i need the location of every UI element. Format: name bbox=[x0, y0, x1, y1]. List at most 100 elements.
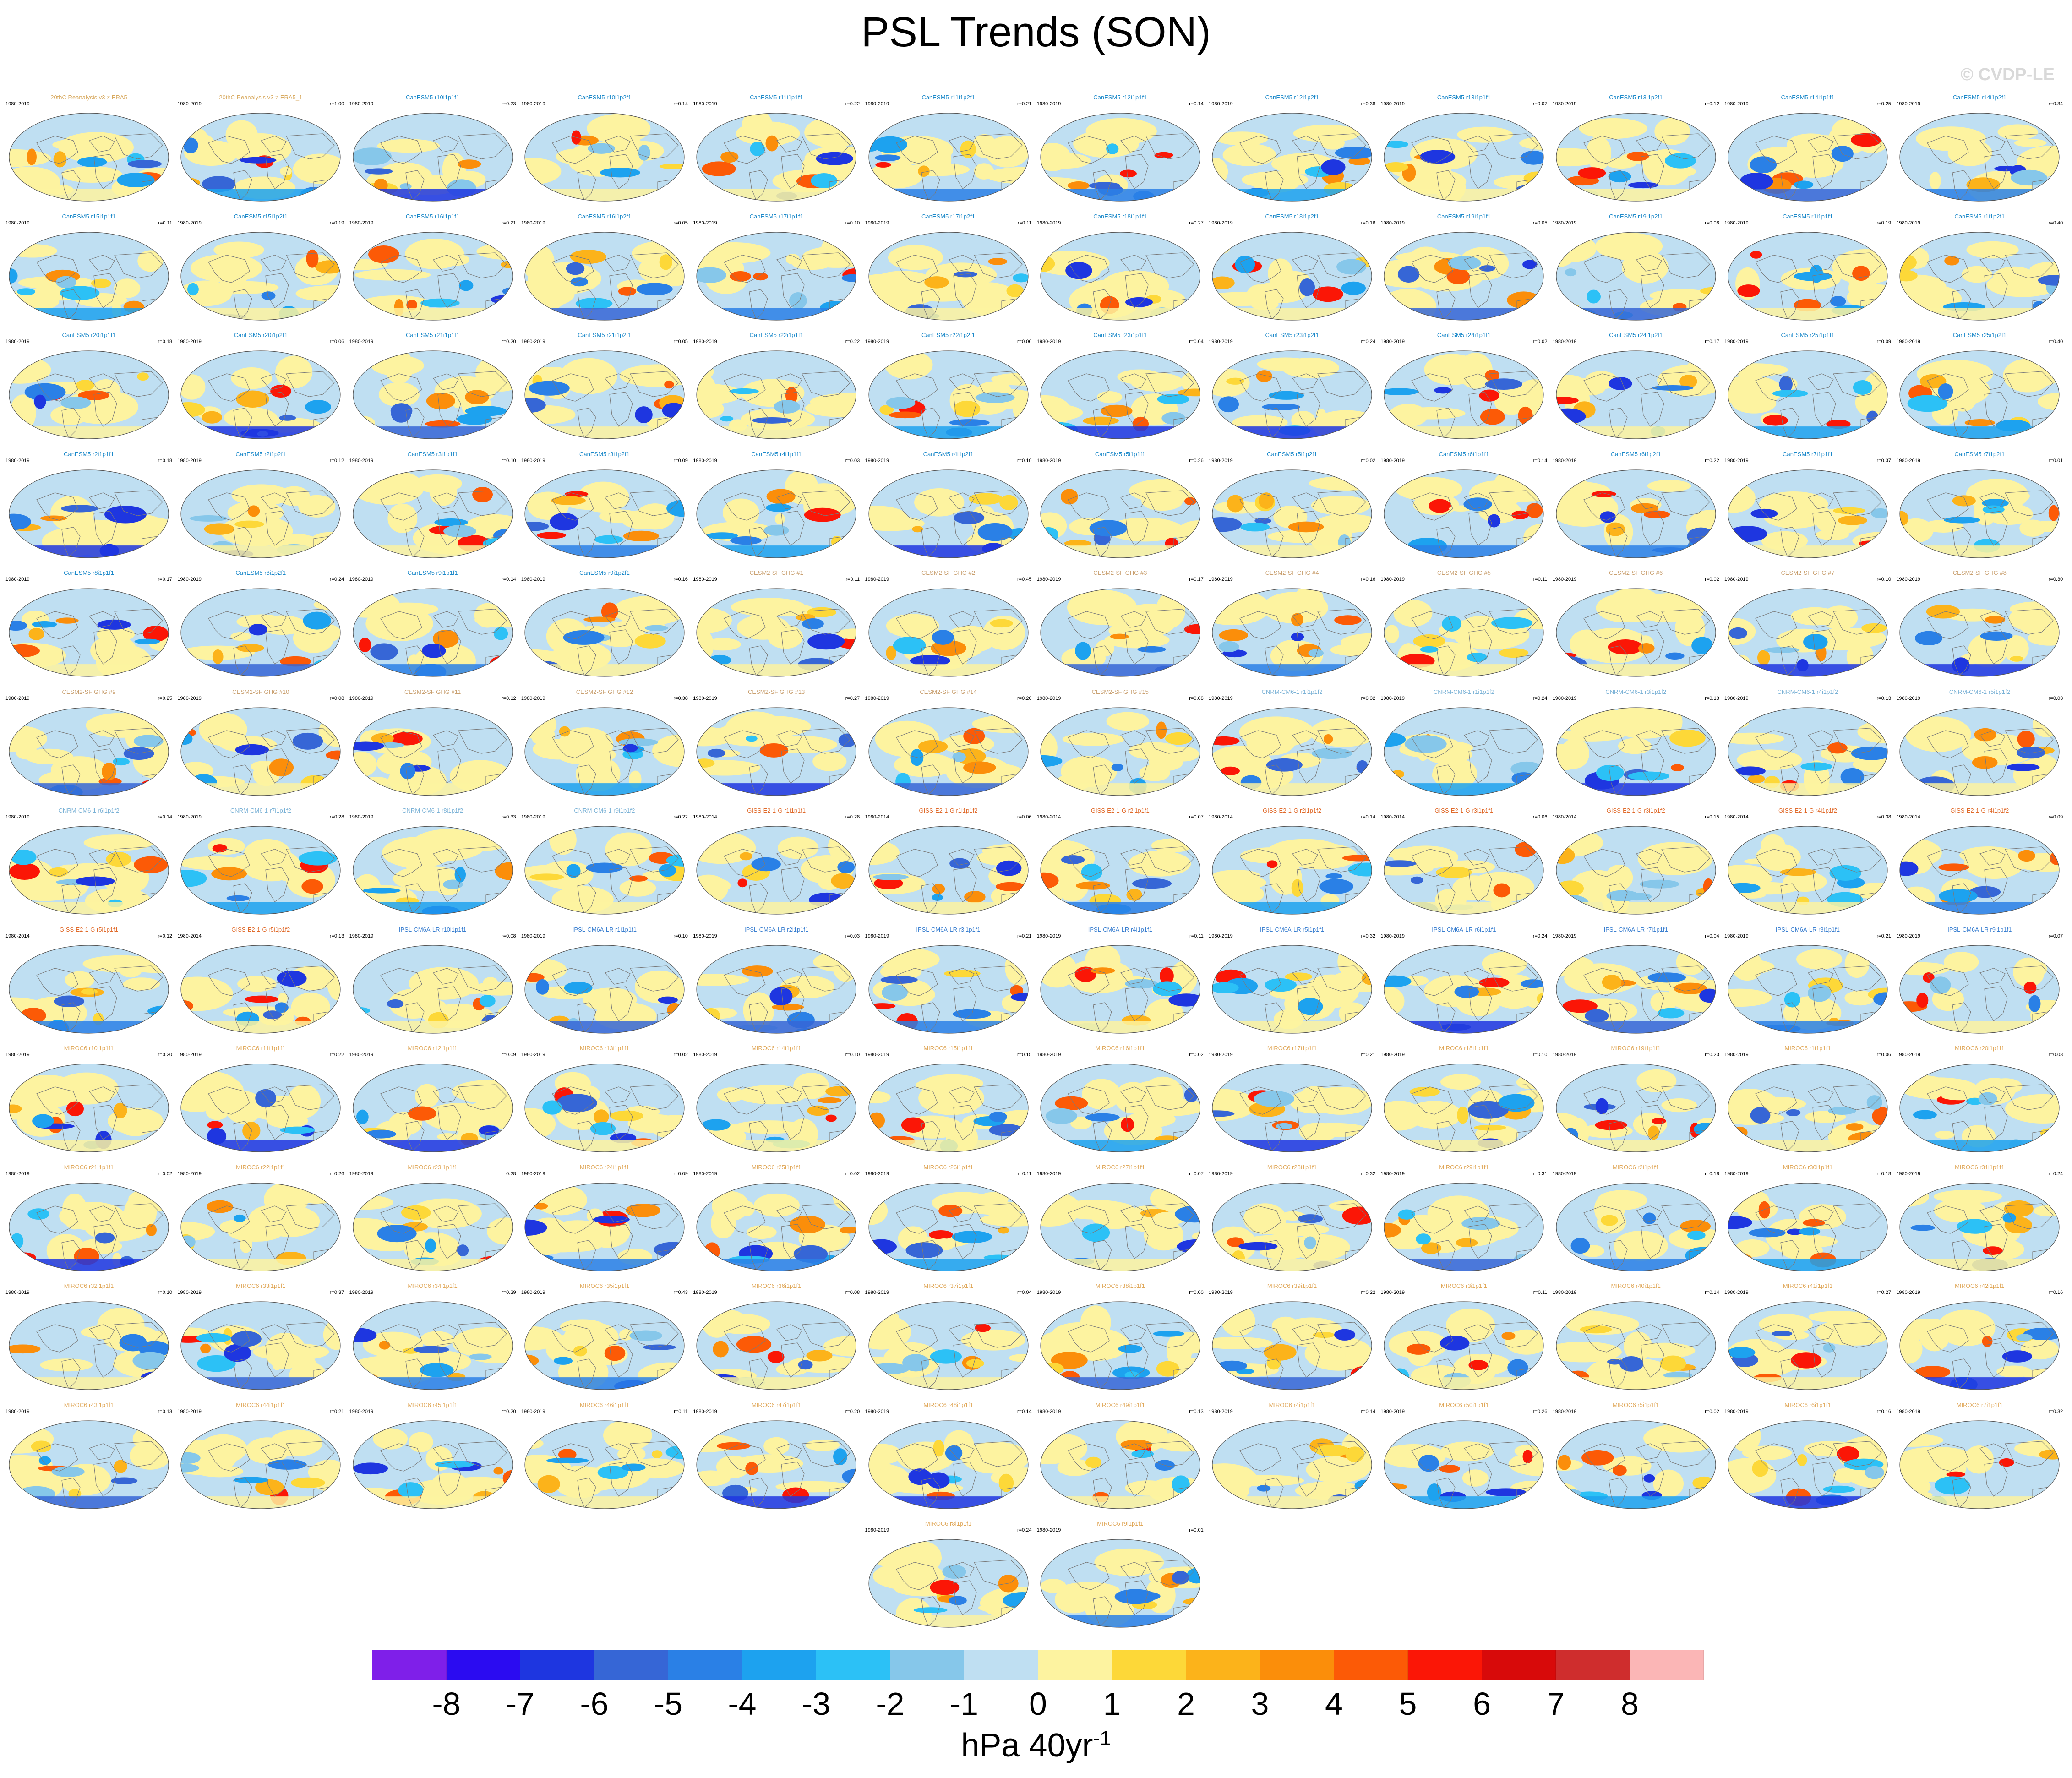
continent-outline bbox=[458, 727, 507, 754]
trend-blob bbox=[1240, 847, 1306, 864]
map-panel: CESM2-SF GHG #11 1980-2019 r=0.12 bbox=[348, 688, 518, 798]
continent-outline bbox=[1093, 408, 1112, 438]
continent-outline bbox=[1093, 1596, 1112, 1627]
continent-outline bbox=[1265, 764, 1284, 795]
continent-outline bbox=[1067, 1086, 1110, 1115]
continent-outline bbox=[948, 849, 975, 866]
trend-blob bbox=[534, 1202, 548, 1210]
trend-blob bbox=[1731, 1420, 1761, 1452]
trend-blob bbox=[1304, 1236, 1316, 1249]
panel-title: CanESM5 r25i1p1f1 bbox=[1781, 332, 1835, 338]
trend-blob bbox=[1126, 889, 1142, 901]
trend-blob bbox=[697, 664, 856, 676]
map-panel: MIROC6 r50i1p1f1 1980-2019 r=0.26 bbox=[1379, 1402, 1549, 1511]
trend-blob bbox=[1348, 862, 1372, 877]
map-globe bbox=[868, 944, 1029, 1034]
trend-blob bbox=[1919, 1319, 1951, 1352]
trend-blob bbox=[181, 426, 341, 439]
panel-correlation: r=0.02 bbox=[673, 1052, 688, 1058]
continent-outline bbox=[609, 1105, 633, 1140]
continent-outline bbox=[1979, 967, 2006, 985]
continent-outline bbox=[609, 986, 633, 1021]
continent-outline bbox=[432, 611, 459, 628]
trend-blob bbox=[1686, 541, 1698, 554]
trend-blob bbox=[55, 1072, 119, 1105]
continent-outline bbox=[1755, 1324, 1797, 1353]
continent-outline bbox=[973, 965, 1023, 992]
map-panel: CanESM5 r19i1p1f1 1980-2019 r=0.05 bbox=[1379, 213, 1549, 323]
panel-title: MIROC6 r10i1p1f1 bbox=[64, 1045, 114, 1052]
panel-title: MIROC6 r15i1p1f1 bbox=[923, 1045, 973, 1052]
continent-outline bbox=[552, 373, 594, 402]
panel-correlation: r=0.20 bbox=[502, 339, 516, 344]
trend-blob bbox=[1212, 1499, 1229, 1509]
trend-blob bbox=[1687, 527, 1715, 545]
trend-blob bbox=[1384, 189, 1544, 201]
panel-years: 1980-2019 bbox=[1724, 220, 1749, 226]
trend-blob bbox=[1833, 507, 1866, 514]
trend-blob bbox=[1454, 985, 1479, 998]
continent-outline bbox=[93, 1461, 117, 1497]
trend-blob bbox=[1040, 1363, 1064, 1375]
continent-outline bbox=[89, 373, 115, 390]
continent-outline bbox=[577, 645, 596, 676]
trend-blob bbox=[1267, 529, 1345, 543]
trend-blob bbox=[234, 1476, 268, 1483]
panel-title: MIROC6 r42i1p1f1 bbox=[1955, 1282, 2005, 1289]
trend-blob bbox=[1930, 976, 1951, 994]
trend-blob bbox=[540, 961, 566, 976]
continent-outline bbox=[1145, 133, 1194, 159]
panel-years: 1980-2019 bbox=[5, 695, 30, 701]
trend-blob bbox=[1556, 656, 1587, 672]
trend-blob bbox=[996, 860, 1021, 876]
map-border bbox=[352, 1301, 513, 1390]
continent-outline bbox=[1125, 154, 1149, 189]
panel-correlation: r=0.22 bbox=[1705, 458, 1719, 464]
panel-title: MIROC6 r2i1p1f1 bbox=[1613, 1163, 1659, 1171]
continent-outline bbox=[948, 373, 975, 390]
trend-blob bbox=[1165, 732, 1192, 745]
trend-blob bbox=[9, 1344, 41, 1354]
trend-blob bbox=[181, 783, 341, 796]
trend-blob bbox=[34, 394, 46, 409]
trend-blob bbox=[1934, 1198, 1986, 1222]
panel-correlation: r=0.11 bbox=[1189, 933, 1204, 939]
continent-outline bbox=[604, 492, 631, 509]
map-globe bbox=[1212, 588, 1372, 677]
trend-blob bbox=[227, 895, 250, 901]
map-border bbox=[352, 1420, 513, 1509]
trend-blob bbox=[623, 530, 659, 541]
continent-outline bbox=[61, 1477, 81, 1508]
continent-outline bbox=[2005, 252, 2054, 278]
panel-title: CanESM5 r11i1p1f1 bbox=[750, 94, 803, 101]
continent-outline bbox=[1125, 867, 1149, 902]
trend-blob bbox=[197, 1355, 236, 1372]
colorbar-tick-labels: -8 -7 -6 -5 -4 -3 -2 -1 0 1 2 3 4 5 6 7 8 bbox=[0, 1685, 2072, 1722]
map-panel: MIROC6 r8i1p1f1 1980-2019 r=0.24 bbox=[863, 1520, 1034, 1630]
trend-blob bbox=[391, 731, 423, 746]
continent-outline bbox=[1984, 629, 2008, 665]
continent-outline bbox=[233, 1121, 252, 1151]
trend-blob bbox=[868, 307, 1028, 320]
continent-outline bbox=[61, 170, 81, 201]
continent-outline bbox=[286, 965, 335, 992]
trend-blob bbox=[1168, 993, 1200, 1007]
trend-blob bbox=[1212, 1258, 1372, 1271]
map-panel: MIROC6 r32i1p1f1 1980-2019 r=0.10 bbox=[4, 1282, 174, 1392]
trend-blob bbox=[1900, 307, 2060, 320]
trend-blob bbox=[293, 153, 341, 184]
panel-correlation: r=0.07 bbox=[1532, 101, 1548, 107]
continent-outline bbox=[1317, 1203, 1366, 1229]
continent-outline bbox=[2005, 1440, 2054, 1467]
panel-correlation: r=0.14 bbox=[502, 577, 516, 582]
panel-correlation: r=0.09 bbox=[2048, 814, 2063, 820]
trend-blob bbox=[942, 1565, 966, 1579]
panel-correlation: r=0.08 bbox=[1705, 220, 1719, 226]
trend-blob bbox=[60, 285, 100, 300]
panel-title: CanESM5 r19i1p1f1 bbox=[1437, 213, 1491, 220]
trend-blob bbox=[594, 535, 623, 544]
map-globe bbox=[868, 113, 1029, 202]
continent-outline bbox=[630, 609, 679, 635]
trend-blob bbox=[399, 762, 415, 779]
trend-blob bbox=[353, 1020, 513, 1033]
